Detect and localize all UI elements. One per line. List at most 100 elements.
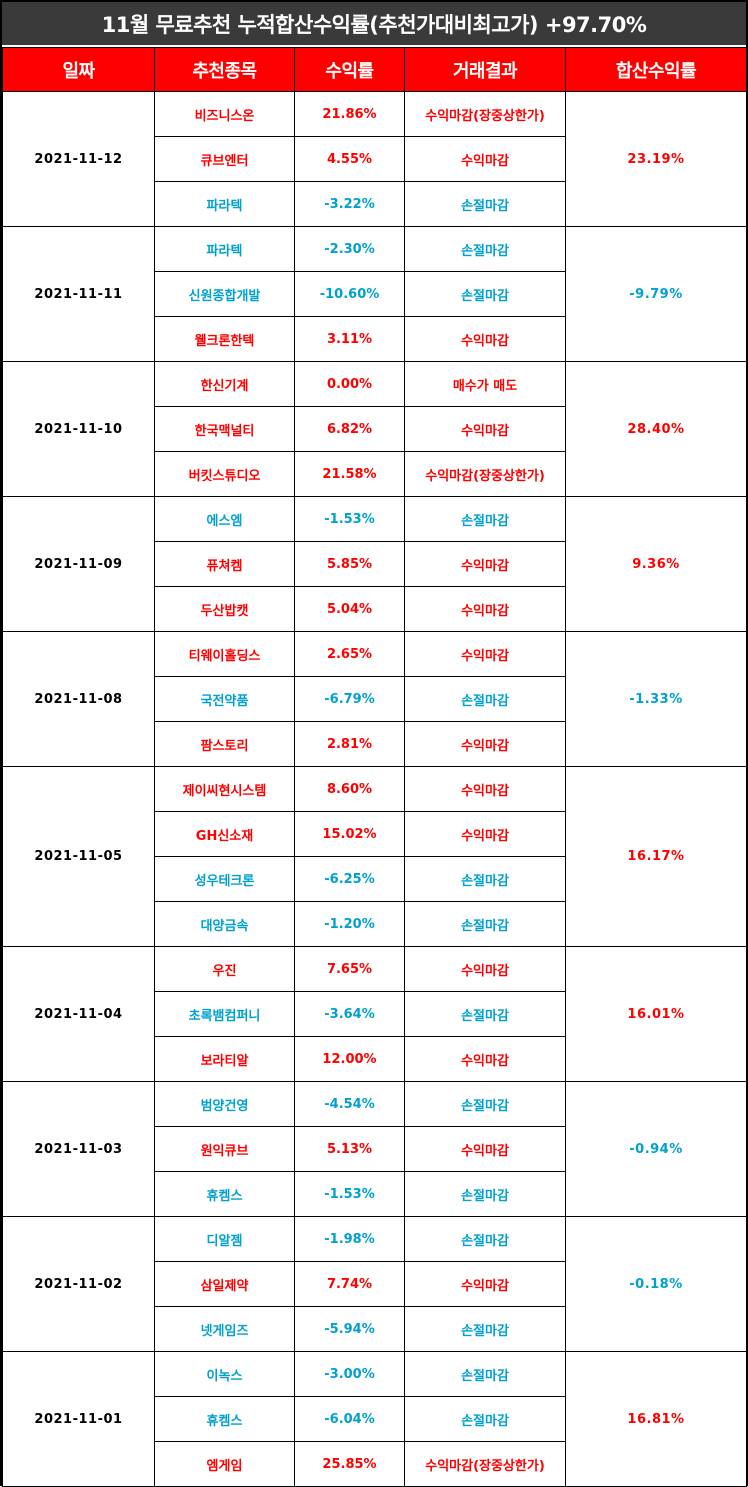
return-rate-cell[interactable]: 8.60% [294, 766, 405, 812]
trade-result-cell[interactable]: 손절마감 [404, 1216, 566, 1262]
total-return-cell[interactable]: 28.40% [565, 361, 747, 497]
trade-result-cell[interactable]: 손절마감 [404, 991, 566, 1037]
trade-result-cell[interactable]: 손절마감 [404, 181, 566, 227]
return-rate-cell[interactable]: -4.54% [294, 1081, 405, 1127]
total-return-cell[interactable]: -1.33% [565, 631, 747, 767]
return-rate-cell[interactable]: -6.79% [294, 676, 405, 722]
return-rate-cell[interactable]: -5.94% [294, 1306, 405, 1352]
return-rate-cell[interactable]: 15.02% [294, 811, 405, 857]
date-cell[interactable]: 2021-11-02 [2, 1216, 155, 1352]
trade-result-cell[interactable]: 수익마감(장중상한가) [404, 1441, 566, 1487]
trade-result-cell[interactable]: 수익마감 [404, 1036, 566, 1082]
trade-result-cell[interactable]: 수익마감 [404, 136, 566, 182]
stock-name-cell[interactable]: 초록뱀컴퍼니 [154, 991, 295, 1037]
total-return-cell[interactable]: 23.19% [565, 91, 747, 227]
date-cell[interactable]: 2021-11-10 [2, 361, 155, 497]
stock-name-cell[interactable]: 원익큐브 [154, 1126, 295, 1172]
trade-result-cell[interactable]: 손절마감 [404, 901, 566, 947]
total-return-cell[interactable]: -9.79% [565, 226, 747, 362]
trade-result-cell[interactable]: 손절마감 [404, 1081, 566, 1127]
return-rate-cell[interactable]: -2.30% [294, 226, 405, 272]
stock-name-cell[interactable]: 삼일제약 [154, 1261, 295, 1307]
return-rate-cell[interactable]: 6.82% [294, 406, 405, 452]
stock-name-cell[interactable]: 휴켐스 [154, 1396, 295, 1442]
trade-result-cell[interactable]: 손절마감 [404, 226, 566, 272]
trade-result-cell[interactable]: 손절마감 [404, 271, 566, 317]
stock-name-cell[interactable]: 보라티알 [154, 1036, 295, 1082]
stock-name-cell[interactable]: GH신소재 [154, 811, 295, 857]
date-cell[interactable]: 2021-11-08 [2, 631, 155, 767]
total-return-cell[interactable]: -0.18% [565, 1216, 747, 1352]
stock-name-cell[interactable]: 신원종합개발 [154, 271, 295, 317]
stock-name-cell[interactable]: 대양금속 [154, 901, 295, 947]
stock-name-cell[interactable]: 성우테크론 [154, 856, 295, 902]
stock-name-cell[interactable]: 버킷스튜디오 [154, 451, 295, 497]
trade-result-cell[interactable]: 수익마감 [404, 721, 566, 767]
date-cell[interactable]: 2021-11-09 [2, 496, 155, 632]
stock-name-cell[interactable]: 휴켐스 [154, 1171, 295, 1217]
stock-name-cell[interactable]: 파라텍 [154, 226, 295, 272]
return-rate-cell[interactable]: 25.85% [294, 1441, 405, 1487]
stock-name-cell[interactable]: 한신기계 [154, 361, 295, 407]
stock-name-cell[interactable]: 비즈니스온 [154, 91, 295, 137]
trade-result-cell[interactable]: 손절마감 [404, 1306, 566, 1352]
total-return-cell[interactable]: 16.81% [565, 1351, 747, 1487]
trade-result-cell[interactable]: 수익마감 [404, 586, 566, 632]
stock-name-cell[interactable]: 이녹스 [154, 1351, 295, 1397]
return-rate-cell[interactable]: 4.55% [294, 136, 405, 182]
stock-name-cell[interactable]: 웰크론한텍 [154, 316, 295, 362]
return-rate-cell[interactable]: 5.13% [294, 1126, 405, 1172]
stock-name-cell[interactable]: 에스엠 [154, 496, 295, 542]
trade-result-cell[interactable]: 손절마감 [404, 676, 566, 722]
trade-result-cell[interactable]: 수익마감 [404, 631, 566, 677]
return-rate-cell[interactable]: 5.85% [294, 541, 405, 587]
trade-result-cell[interactable]: 손절마감 [404, 1351, 566, 1397]
return-rate-cell[interactable]: -3.22% [294, 181, 405, 227]
return-rate-cell[interactable]: 7.65% [294, 946, 405, 992]
date-cell[interactable]: 2021-11-12 [2, 91, 155, 227]
stock-name-cell[interactable]: 우진 [154, 946, 295, 992]
total-return-cell[interactable]: 9.36% [565, 496, 747, 632]
date-cell[interactable]: 2021-11-11 [2, 226, 155, 362]
total-return-cell[interactable]: 16.17% [565, 766, 747, 947]
return-rate-cell[interactable]: -10.60% [294, 271, 405, 317]
total-return-cell[interactable]: -0.94% [565, 1081, 747, 1217]
trade-result-cell[interactable]: 손절마감 [404, 1396, 566, 1442]
trade-result-cell[interactable]: 수익마감 [404, 1261, 566, 1307]
return-rate-cell[interactable]: -3.64% [294, 991, 405, 1037]
stock-name-cell[interactable]: 두산밥캣 [154, 586, 295, 632]
date-cell[interactable]: 2021-11-04 [2, 946, 155, 1082]
stock-name-cell[interactable]: 한국맥널티 [154, 406, 295, 452]
return-rate-cell[interactable]: 2.65% [294, 631, 405, 677]
return-rate-cell[interactable]: 7.74% [294, 1261, 405, 1307]
trade-result-cell[interactable]: 손절마감 [404, 1171, 566, 1217]
date-cell[interactable]: 2021-11-01 [2, 1351, 155, 1487]
trade-result-cell[interactable]: 손절마감 [404, 496, 566, 542]
stock-name-cell[interactable]: 파라텍 [154, 181, 295, 227]
return-rate-cell[interactable]: -1.53% [294, 496, 405, 542]
return-rate-cell[interactable]: 21.58% [294, 451, 405, 497]
stock-name-cell[interactable]: 디알젬 [154, 1216, 295, 1262]
stock-name-cell[interactable]: 넷게임즈 [154, 1306, 295, 1352]
date-cell[interactable]: 2021-11-05 [2, 766, 155, 947]
trade-result-cell[interactable]: 수익마감 [404, 811, 566, 857]
trade-result-cell[interactable]: 수익마감(장중상한가) [404, 451, 566, 497]
return-rate-cell[interactable]: 21.86% [294, 91, 405, 137]
return-rate-cell[interactable]: -1.98% [294, 1216, 405, 1262]
date-cell[interactable]: 2021-11-03 [2, 1081, 155, 1217]
stock-name-cell[interactable]: 퓨쳐켐 [154, 541, 295, 587]
stock-name-cell[interactable]: 티웨이홀딩스 [154, 631, 295, 677]
trade-result-cell[interactable]: 수익마감 [404, 946, 566, 992]
trade-result-cell[interactable]: 수익마감 [404, 541, 566, 587]
return-rate-cell[interactable]: -6.04% [294, 1396, 405, 1442]
return-rate-cell[interactable]: -3.00% [294, 1351, 405, 1397]
stock-name-cell[interactable]: 큐브엔터 [154, 136, 295, 182]
trade-result-cell[interactable]: 수익마감 [404, 316, 566, 362]
stock-name-cell[interactable]: 팜스토리 [154, 721, 295, 767]
trade-result-cell[interactable]: 수익마감 [404, 1126, 566, 1172]
stock-name-cell[interactable]: 범양건영 [154, 1081, 295, 1127]
return-rate-cell[interactable]: 3.11% [294, 316, 405, 362]
trade-result-cell[interactable]: 수익마감 [404, 766, 566, 812]
total-return-cell[interactable]: 16.01% [565, 946, 747, 1082]
stock-name-cell[interactable]: 엠게임 [154, 1441, 295, 1487]
